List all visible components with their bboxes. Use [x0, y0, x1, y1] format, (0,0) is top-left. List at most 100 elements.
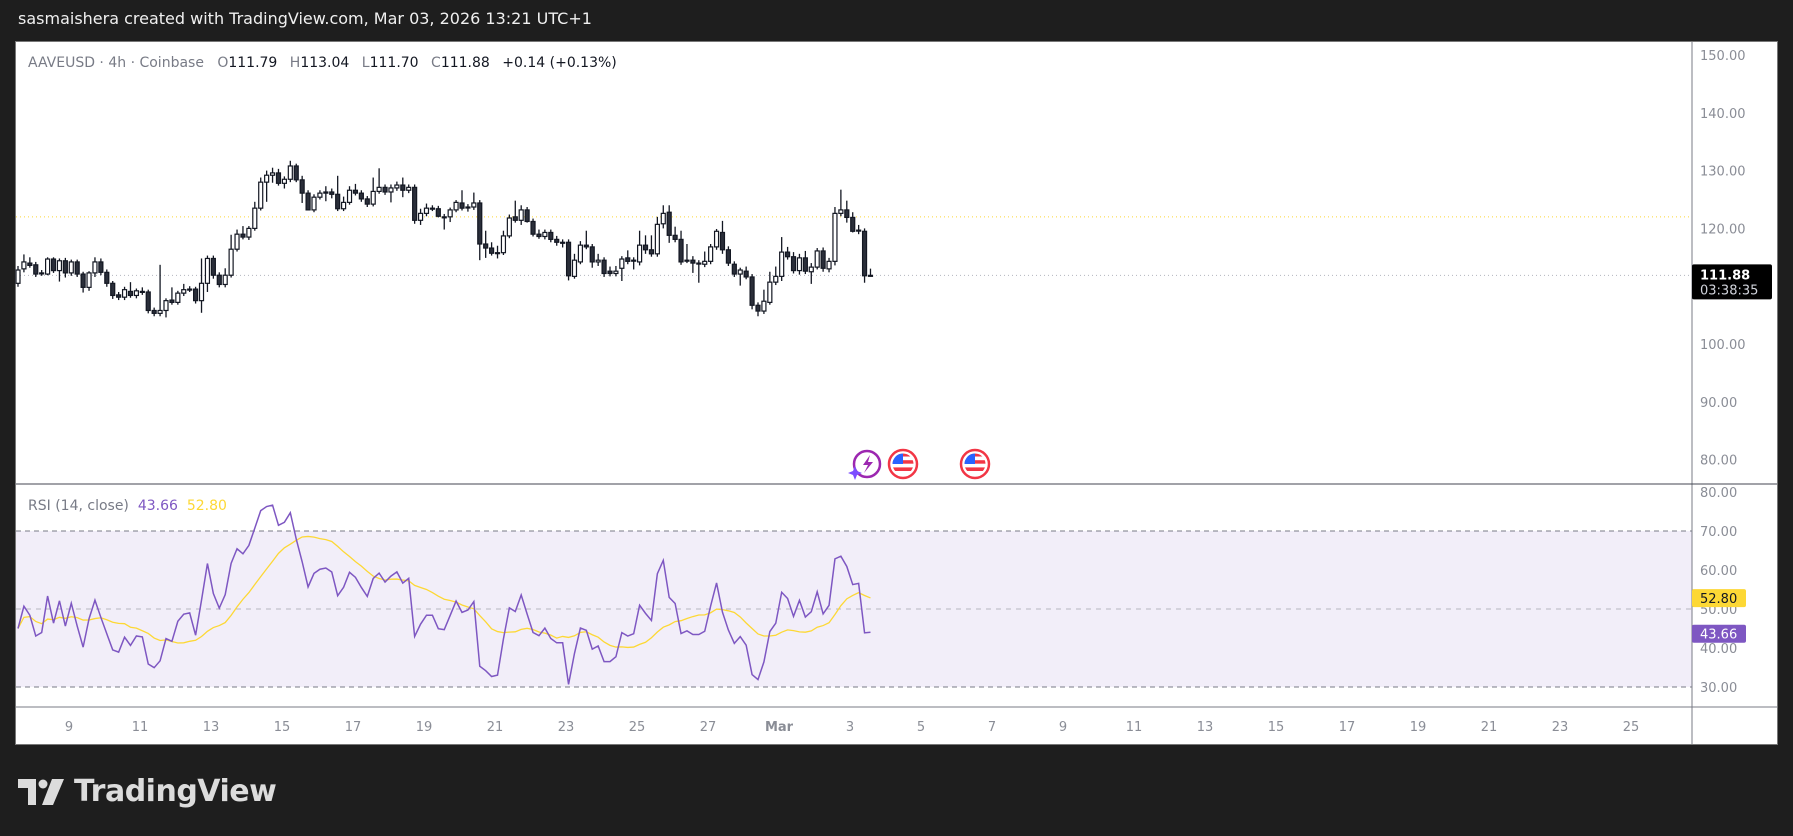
candle-up	[696, 260, 702, 283]
candle-up	[595, 253, 601, 266]
candle-down	[524, 207, 530, 223]
time-tick-label: 19	[1410, 720, 1427, 735]
candle-body	[713, 230, 720, 248]
earnings-lightning-icon[interactable]	[848, 449, 882, 480]
candle-down	[784, 246, 791, 260]
tradingview-logo[interactable]: TradingView	[18, 774, 277, 809]
candle-up	[394, 181, 400, 191]
time-tick-label: 13	[203, 720, 220, 735]
candle-up	[636, 230, 643, 266]
candle-body	[844, 209, 850, 219]
candle-body	[74, 261, 80, 275]
rsi-tick-label: 30.00	[1700, 681, 1737, 696]
rsi-value: 43.66	[137, 498, 178, 514]
candle-body	[636, 244, 643, 263]
candle-body	[193, 288, 199, 302]
time-tick-label: 21	[487, 720, 504, 735]
candle-up	[92, 257, 98, 277]
candle-body	[423, 207, 430, 214]
candle-down	[565, 239, 572, 281]
candle-body	[560, 241, 566, 244]
candle-up	[157, 264, 163, 317]
candle-down	[678, 230, 684, 265]
candle-body	[104, 271, 110, 284]
rsi-tick-label: 80.00	[1700, 486, 1737, 501]
candle-body	[151, 309, 157, 314]
candle-down	[625, 250, 631, 265]
candle-body	[654, 223, 660, 255]
candle-body	[210, 257, 216, 276]
candle-body	[518, 209, 524, 221]
rsi-pane	[16, 504, 1692, 688]
candle-up	[423, 203, 430, 217]
candle-down	[601, 257, 607, 277]
candle-body	[258, 181, 264, 209]
candle-up	[388, 184, 394, 203]
candle-body	[595, 259, 601, 263]
price-tick-label: 100.00	[1700, 338, 1746, 353]
candle-body	[784, 251, 791, 258]
last-price-tag	[1692, 264, 1772, 300]
rsi-band	[16, 531, 1692, 687]
candle-down	[305, 190, 311, 211]
candle-body	[175, 292, 181, 303]
candle-body	[773, 275, 779, 283]
candle-body	[216, 274, 222, 286]
time-tick-label: 25	[629, 720, 646, 735]
candle-down	[74, 259, 80, 277]
candle-down	[607, 266, 613, 277]
candle-body	[417, 212, 424, 221]
rsi-tick-label: 40.00	[1700, 642, 1737, 657]
candle-up	[370, 177, 376, 207]
candle-body	[341, 201, 347, 210]
candle-body	[169, 299, 175, 303]
candle-up	[198, 258, 205, 313]
candle-body	[323, 191, 329, 194]
candle-body	[15, 269, 21, 284]
candle-body	[731, 263, 737, 275]
candle-down	[151, 307, 157, 317]
chart-panel[interactable]	[15, 41, 1778, 745]
candle-up	[86, 271, 92, 291]
time-tick-label: 9	[65, 720, 73, 735]
us-flag-icon[interactable]	[887, 448, 919, 480]
candle-body	[477, 202, 483, 245]
candle-body	[98, 261, 104, 273]
candle-body	[287, 165, 293, 180]
candle-down	[642, 235, 649, 254]
candle-down	[512, 200, 518, 223]
rsi-tick-label: 60.00	[1700, 564, 1737, 579]
candle-body	[471, 202, 477, 208]
candle-down	[489, 242, 495, 256]
candle-body	[441, 216, 447, 219]
candle-body	[554, 238, 560, 243]
candle-body	[755, 304, 761, 312]
candle-body	[447, 209, 453, 218]
candle-body	[329, 191, 335, 195]
candle-down	[749, 274, 755, 310]
candle-body	[27, 262, 33, 266]
candle-down	[33, 261, 39, 277]
candle-body	[625, 257, 631, 262]
rsi-ma-tag-value: 52.80	[1700, 592, 1737, 607]
candle-up	[346, 186, 353, 205]
candle-body	[796, 257, 803, 272]
candle-body	[62, 260, 68, 274]
candle-body	[198, 282, 205, 302]
candle-body	[252, 207, 258, 229]
candle-up	[767, 271, 773, 305]
candle-body	[453, 201, 459, 211]
candle-body	[346, 189, 353, 203]
open-value: 111.79	[228, 55, 278, 71]
candle-up	[453, 200, 459, 213]
candle-up	[175, 290, 181, 305]
candle-body	[743, 270, 749, 278]
candle-up	[417, 208, 424, 225]
candle-body	[21, 261, 27, 270]
us-flag-icon[interactable]	[959, 448, 991, 480]
candle-body	[565, 241, 572, 277]
candle-body	[400, 184, 406, 191]
candle-body	[524, 209, 530, 223]
candle-down	[110, 280, 116, 299]
